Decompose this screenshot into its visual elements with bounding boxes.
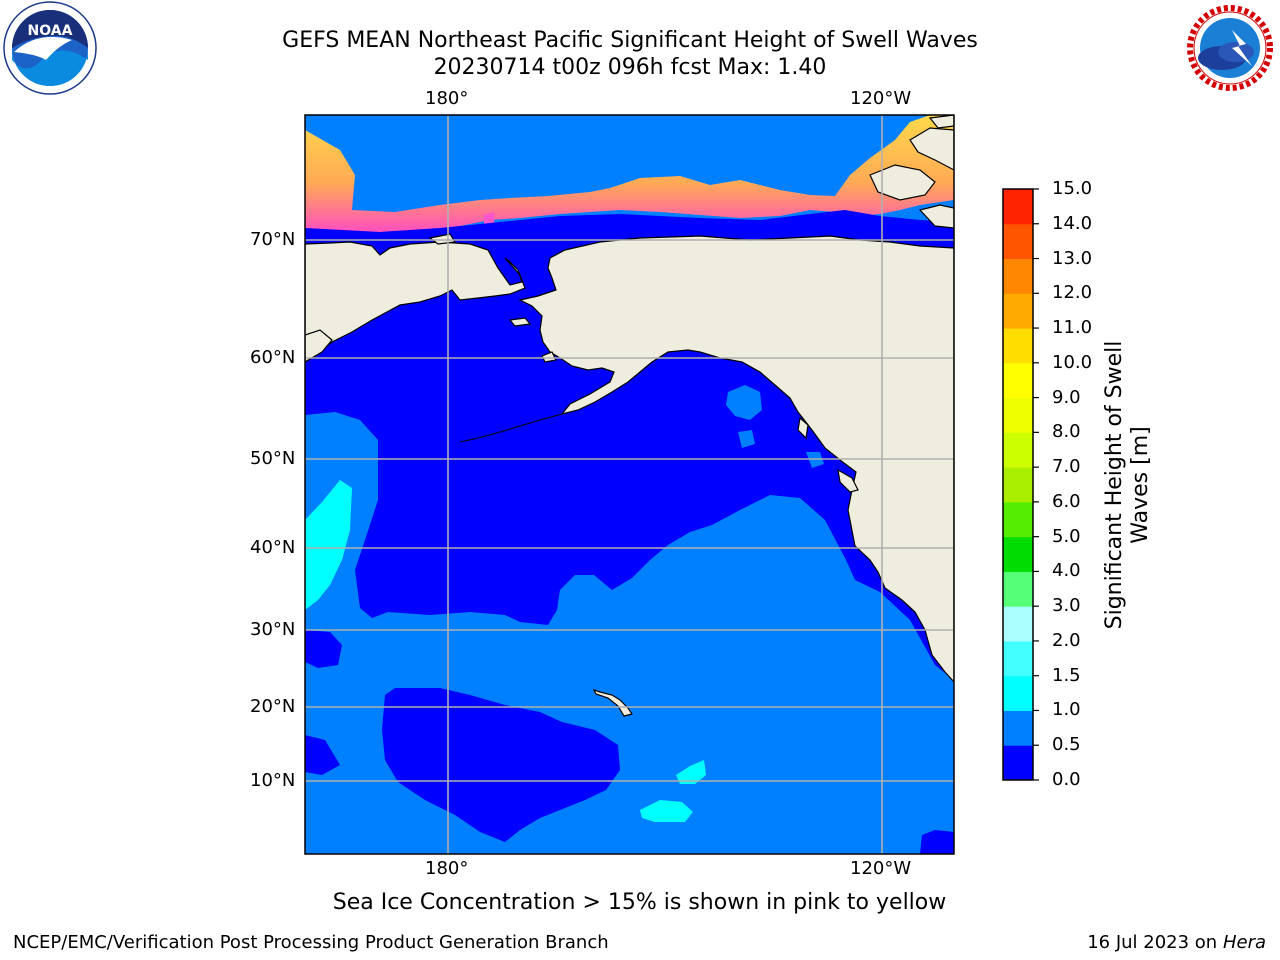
swell-band-1.0-1.5-south: [640, 800, 693, 822]
colorbar-tick-label: 5.0: [1052, 525, 1081, 547]
footer-left: NCEP/EMC/Verification Post Processing Pr…: [13, 932, 609, 953]
colorbar-tick-label: 3.0: [1052, 595, 1081, 617]
colorbar-frame: [1002, 188, 1034, 781]
land-st-lawrence-island: [508, 317, 532, 327]
colorbar-segment: [1003, 362, 1033, 399]
swell-band-0-0.5-sw: [305, 735, 340, 775]
colorbar-segment: [1003, 536, 1033, 572]
colorbar-tick-marks: [1033, 188, 1039, 781]
land-arctic-island-2: [909, 127, 954, 171]
swell-band-1.0-1.5-west: [305, 480, 352, 610]
colorbar-segment: [1003, 328, 1033, 364]
lat-tick-70n: 70°N: [250, 229, 296, 250]
colorbar-label-line1: Significant Height of Swell: [1102, 340, 1127, 630]
colorbar-tick-label: 10.0: [1052, 351, 1093, 373]
swell-band-0.5-1.0-gulf-patch-2: [738, 430, 755, 448]
colorbar-tick-label: 13.0: [1052, 247, 1093, 269]
colorbar-segment: [1003, 223, 1033, 260]
lon-tick-bottom-120w: 120°W: [850, 858, 912, 879]
lon-tick-top-180: 180°: [425, 88, 469, 109]
colorbar-tick-label: 1.5: [1052, 664, 1081, 686]
nws-logo: [1184, 2, 1276, 94]
lat-tick-50n: 50°N: [250, 448, 296, 469]
swell-band-0-0.5-se: [920, 830, 954, 854]
lon-tick-top-120w: 120°W: [850, 88, 912, 109]
colorbar-segment: [1003, 432, 1033, 468]
sea-ice-band: [305, 115, 954, 238]
map-frame: [304, 114, 955, 855]
colorbar-tick-label: 0.0: [1052, 769, 1081, 790]
colorbar-label-line2: Waves [m]: [1128, 426, 1153, 544]
swell-band-0.5-1.0-coast-patch: [806, 452, 824, 468]
colorbar-tick-label: 6.0: [1052, 490, 1081, 512]
colorbar-tick-label: 14.0: [1052, 212, 1093, 234]
colorbar-tick-label: 7.0: [1052, 456, 1081, 478]
colorbar-segment: [1003, 745, 1033, 781]
colorbar-tick-label: 2.0: [1052, 629, 1081, 651]
swell-band-0.5-1.0-gulf-patch: [726, 385, 762, 420]
footer-right: 16 Jul 2023 on Hera: [1087, 932, 1266, 953]
land-haida-gwaii: [797, 416, 809, 440]
land-victoria-island: [918, 204, 954, 229]
colorbar-tick-label: 4.0: [1052, 560, 1081, 582]
logos: NOAA: [3, 1, 1276, 95]
title-line-1: GEFS MEAN Northeast Pacific Significant …: [282, 28, 978, 53]
colorbar-segment: [1003, 189, 1033, 225]
lat-tick-10n: 10°N: [250, 770, 296, 791]
colorbar-tick-label: 0.5: [1052, 734, 1081, 756]
noaa-logo-text: NOAA: [28, 23, 73, 39]
colorbar-tick-label: 9.0: [1052, 386, 1081, 408]
footer-host: Hera: [1222, 932, 1266, 953]
lon-tick-bottom-180: 180°: [425, 858, 469, 879]
colorbar-tick-label: 11.0: [1052, 317, 1093, 339]
land-hawaii: [592, 688, 633, 717]
colorbar-tick-label: 1.0: [1052, 699, 1081, 721]
colorbar-segment: [1003, 571, 1033, 607]
colorbar-segment: [1003, 293, 1033, 329]
caption: Sea Ice Concentration > 15% is shown in …: [332, 890, 947, 915]
title-line-2: 20230714 t00z 096h fcst Max: 1.40: [433, 55, 827, 80]
land-arctic-island-3: [928, 115, 954, 129]
lat-tick-20n: 20°N: [250, 696, 296, 717]
map-gridlines: [305, 115, 954, 854]
colorbar-segment: [1003, 675, 1033, 711]
colorbar-tick-label: 8.0: [1052, 421, 1081, 443]
colorbar-segment: [1003, 606, 1033, 642]
lat-tick-60n: 60°N: [250, 347, 296, 368]
colorbar-tick-label: 12.0: [1052, 282, 1093, 304]
land-nunivak-island: [541, 351, 557, 363]
footer-date: 16 Jul 2023 on: [1087, 932, 1223, 953]
map-plot-area: [305, 115, 954, 854]
swell-band-0-0.5-south: [382, 688, 620, 842]
colorbar-segment: [1003, 501, 1033, 538]
land-vancouver-island: [837, 468, 859, 493]
land-kamchatka: [305, 329, 333, 363]
swell-band-0-0.5-west: [305, 630, 342, 668]
lat-tick-30n: 30°N: [250, 619, 296, 640]
colorbar-segment: [1003, 397, 1033, 433]
colorbar-segment: [1003, 710, 1033, 746]
lat-tick-40n: 40°N: [250, 537, 296, 558]
colorbar-segments: [1003, 189, 1033, 781]
aleutian-islands: [459, 413, 563, 443]
colorbar-segment: [1003, 258, 1033, 294]
colorbar-segment: [1003, 467, 1033, 503]
colorbar-segment: [1003, 640, 1033, 677]
land-siberia: [305, 241, 526, 361]
colorbar-tick-label: 15.0: [1052, 178, 1093, 199]
swell-band-1.0-1.5-central: [676, 760, 706, 784]
noaa-logo: NOAA: [3, 1, 97, 95]
